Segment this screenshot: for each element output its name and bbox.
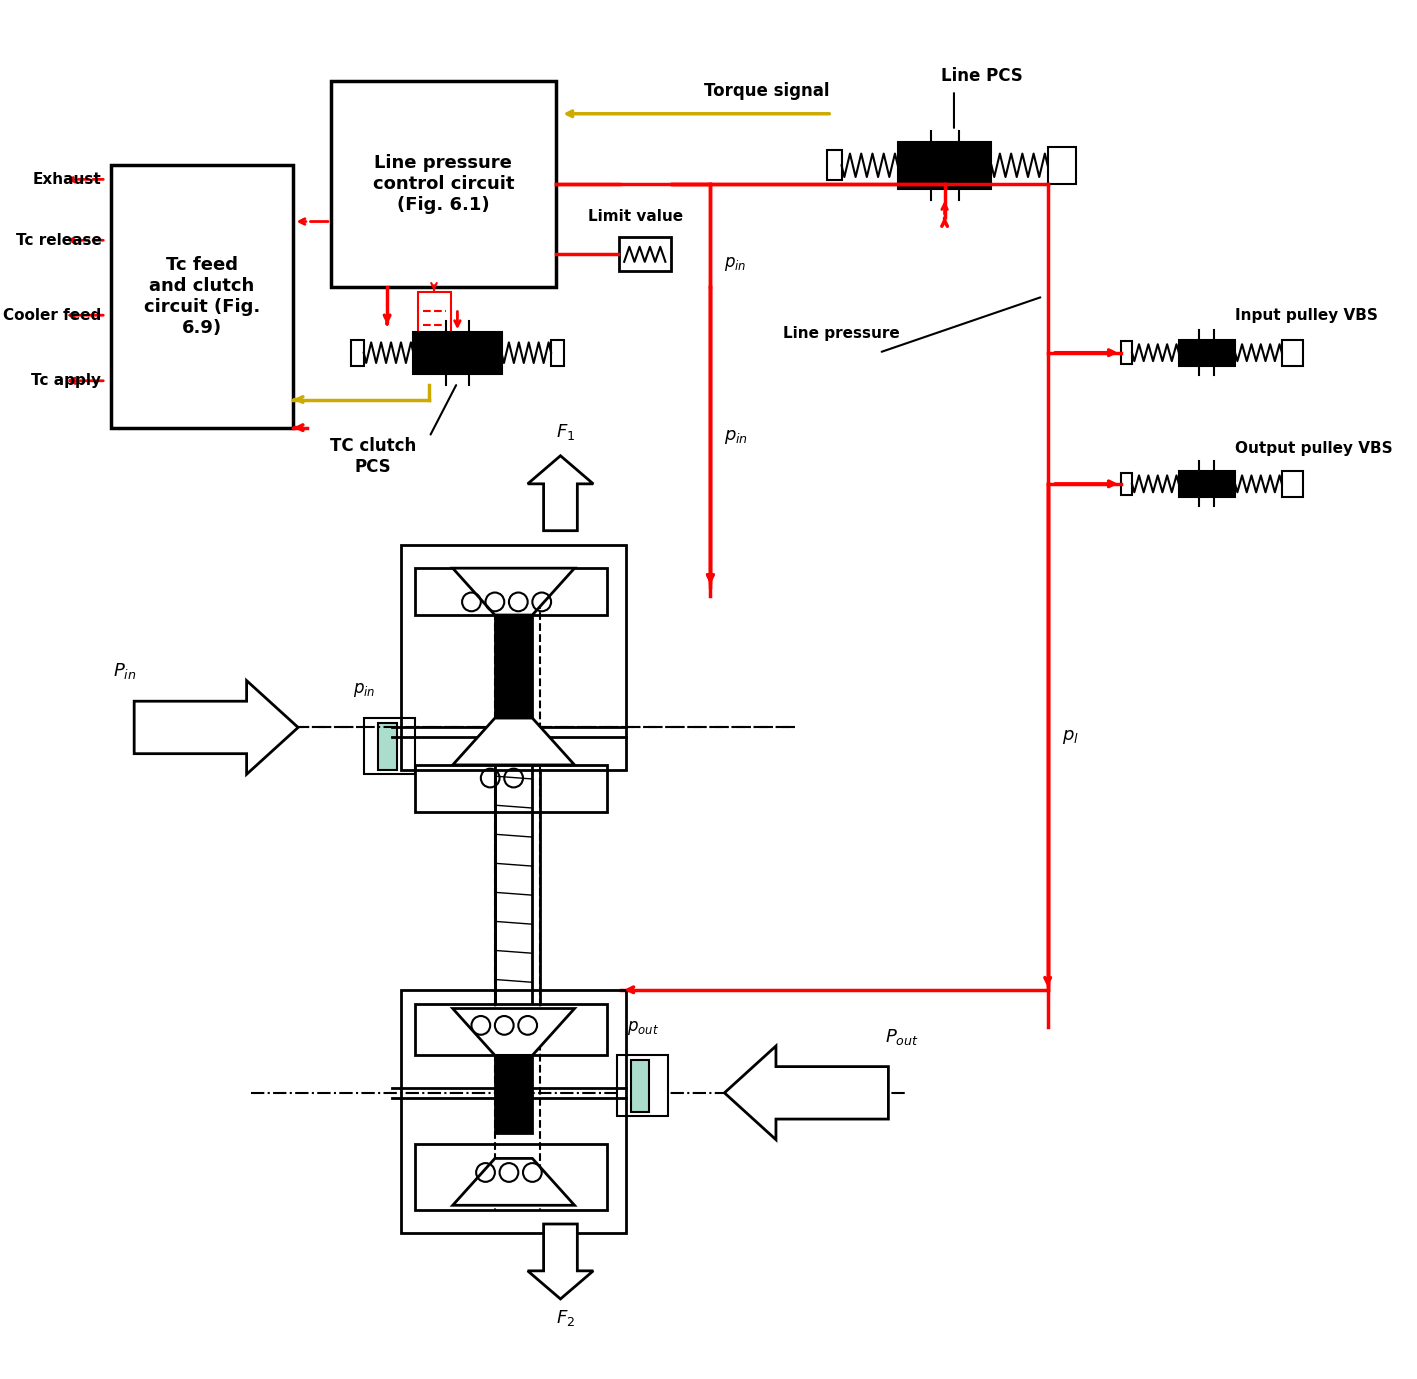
Text: Tc release: Tc release — [16, 233, 102, 248]
Bar — [378, 723, 397, 769]
Text: Line pressure: Line pressure — [784, 327, 900, 342]
Polygon shape — [452, 718, 574, 765]
Bar — [616, 1055, 669, 1116]
Bar — [551, 339, 564, 365]
Text: Tc apply: Tc apply — [31, 374, 102, 389]
Bar — [418, 292, 451, 343]
Bar — [1121, 473, 1132, 495]
Bar — [111, 165, 293, 427]
Polygon shape — [724, 1047, 888, 1139]
Bar — [1179, 470, 1236, 496]
Text: Tc feed
and clutch
circuit (Fig.
6.9): Tc feed and clutch circuit (Fig. 6.9) — [145, 256, 261, 336]
Text: $p_{in}$: $p_{in}$ — [724, 255, 747, 273]
Text: Line pressure
control circuit
(Fig. 6.1): Line pressure control circuit (Fig. 6.1) — [373, 154, 514, 214]
Bar — [415, 1145, 608, 1209]
Bar — [631, 1060, 649, 1111]
Bar — [1179, 339, 1236, 365]
Bar — [401, 990, 626, 1233]
Bar — [826, 150, 842, 181]
Bar — [350, 339, 364, 365]
Text: $p_{in}$: $p_{in}$ — [353, 681, 376, 699]
Text: $p_{out}$: $p_{out}$ — [626, 1019, 659, 1037]
Text: Line PCS: Line PCS — [941, 68, 1023, 85]
Text: $p_l$: $p_l$ — [1061, 728, 1078, 746]
Text: $P_{in}$: $P_{in}$ — [113, 661, 136, 681]
Text: $p_{in}$: $p_{in}$ — [724, 427, 748, 445]
Bar — [495, 1054, 533, 1134]
Bar — [332, 81, 555, 287]
Polygon shape — [452, 568, 574, 615]
Bar — [415, 1004, 608, 1055]
Text: Cooler feed: Cooler feed — [3, 308, 102, 323]
Text: Output pulley VBS: Output pulley VBS — [1236, 441, 1393, 455]
Text: Limit value: Limit value — [588, 210, 683, 225]
Bar — [415, 568, 608, 615]
Text: $P_{out}$: $P_{out}$ — [886, 1026, 920, 1047]
Bar — [414, 332, 503, 374]
Bar — [1121, 342, 1132, 364]
Polygon shape — [527, 1225, 594, 1299]
Text: Torque signal: Torque signal — [704, 81, 829, 99]
Bar — [415, 765, 608, 812]
Bar — [1282, 339, 1302, 365]
Polygon shape — [135, 681, 298, 774]
Polygon shape — [527, 455, 594, 531]
Text: Input pulley VBS: Input pulley VBS — [1236, 308, 1377, 323]
Bar — [1047, 146, 1076, 183]
Text: Exhaust: Exhaust — [33, 172, 102, 186]
Polygon shape — [452, 1008, 574, 1055]
Polygon shape — [452, 1158, 574, 1205]
Bar — [401, 545, 626, 769]
Text: $F_1$: $F_1$ — [555, 422, 575, 441]
Bar — [1282, 470, 1302, 496]
Bar — [495, 612, 533, 718]
Text: $F_2$: $F_2$ — [555, 1309, 575, 1328]
Text: TC clutch
PCS: TC clutch PCS — [330, 437, 417, 476]
Bar — [364, 718, 415, 774]
Bar — [619, 237, 672, 272]
Bar — [898, 142, 992, 189]
